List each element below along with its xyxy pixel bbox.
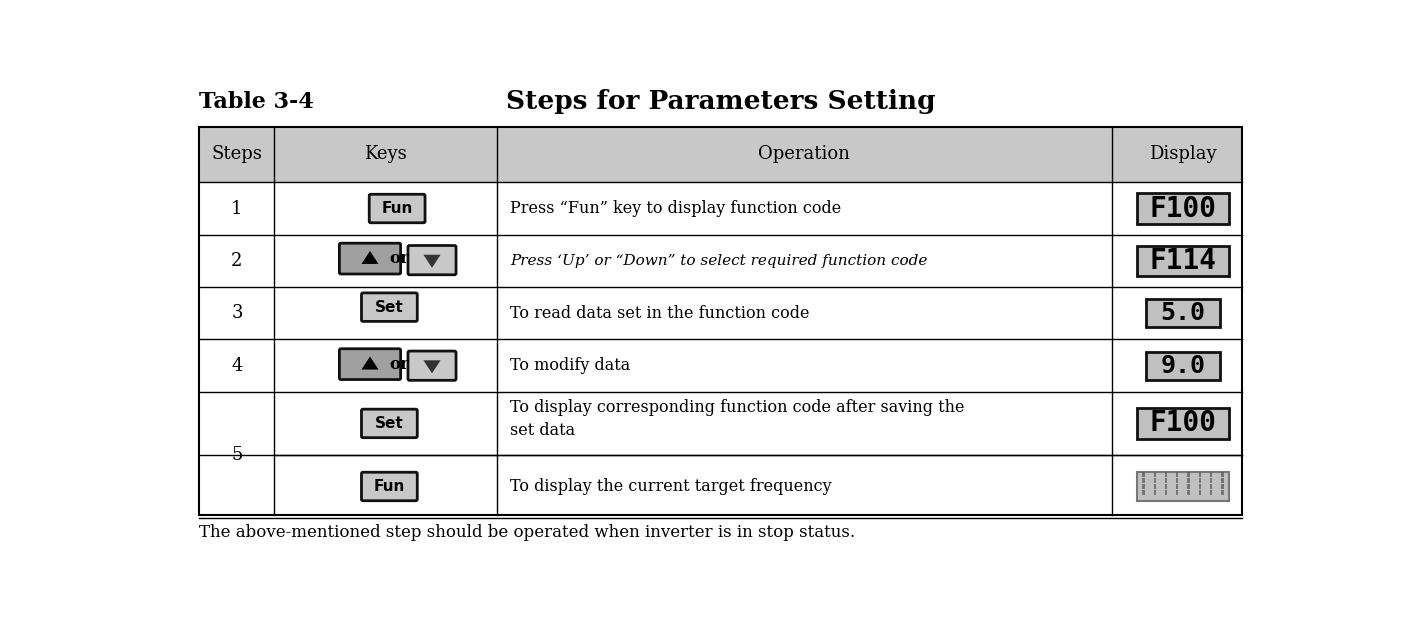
FancyBboxPatch shape [340, 243, 400, 274]
Text: Keys: Keys [364, 146, 407, 163]
Text: 1: 1 [232, 200, 243, 217]
Bar [1188, 484, 1189, 489]
Text: Press “Fun” key to display function code: Press “Fun” key to display function code [511, 200, 842, 217]
FancyBboxPatch shape [361, 293, 417, 321]
Bar [1210, 478, 1212, 483]
FancyBboxPatch shape [340, 349, 400, 379]
Bar [1177, 478, 1178, 483]
Bar [1143, 472, 1144, 477]
Text: To display the current target frequency: To display the current target frequency [511, 478, 833, 495]
FancyBboxPatch shape [369, 194, 425, 223]
Text: 9.0: 9.0 [1161, 353, 1206, 378]
Bar [1221, 490, 1224, 495]
Text: To read data set in the function code: To read data set in the function code [511, 305, 810, 322]
Bar [1199, 484, 1200, 489]
Bar [1188, 490, 1189, 495]
Text: Steps: Steps [212, 146, 263, 163]
Text: Set: Set [375, 300, 404, 314]
Bar [1221, 478, 1224, 483]
Text: 5: 5 [232, 446, 243, 464]
Bar [1188, 478, 1189, 483]
Bar [1221, 484, 1224, 489]
Polygon shape [424, 360, 441, 374]
Text: To modify data: To modify data [511, 357, 630, 374]
Text: 2: 2 [232, 252, 243, 270]
Text: F100: F100 [1150, 410, 1216, 437]
Bar [1165, 484, 1167, 489]
Bar [1154, 490, 1155, 495]
Text: Fun: Fun [382, 201, 413, 216]
Bar [1137, 408, 1228, 439]
FancyBboxPatch shape [409, 351, 456, 381]
Text: Set: Set [375, 416, 404, 431]
Text: or: or [389, 356, 410, 373]
Polygon shape [361, 251, 379, 264]
Bar [1199, 472, 1200, 477]
FancyBboxPatch shape [361, 472, 417, 501]
Bar [1154, 478, 1155, 483]
Text: 4: 4 [232, 357, 243, 375]
Text: Table 3-4: Table 3-4 [199, 91, 314, 113]
Bar [1143, 478, 1144, 483]
Text: Operation: Operation [758, 146, 849, 163]
Text: The above-mentioned step should be operated when inverter is in stop status.: The above-mentioned step should be opera… [199, 524, 855, 541]
Bar [1146, 299, 1220, 327]
Polygon shape [424, 255, 441, 268]
Bar [1210, 490, 1212, 495]
Bar [1221, 472, 1224, 477]
Bar [199, 127, 1243, 515]
Text: Fun: Fun [373, 479, 406, 494]
Bar [1165, 478, 1167, 483]
Bar [1137, 246, 1228, 277]
Bar [1177, 472, 1178, 477]
Bar [1137, 472, 1228, 501]
Bar [1154, 484, 1155, 489]
Bar [1177, 490, 1178, 495]
Bar [1165, 490, 1167, 495]
Bar [1165, 472, 1167, 477]
Text: Steps for Parameters Setting: Steps for Parameters Setting [505, 89, 935, 115]
Bar [1143, 490, 1144, 495]
Bar [1210, 484, 1212, 489]
Polygon shape [361, 357, 379, 370]
Text: 5.0: 5.0 [1161, 301, 1206, 325]
Text: Press ‘Up’ or “Down” to select required function code: Press ‘Up’ or “Down” to select required … [511, 254, 928, 268]
Bar [1146, 352, 1220, 379]
Bar [1188, 472, 1189, 477]
Bar [1199, 490, 1200, 495]
FancyBboxPatch shape [409, 246, 456, 275]
Text: F100: F100 [1150, 195, 1216, 222]
Bar [1154, 472, 1155, 477]
Bar [1210, 472, 1212, 477]
Text: 3: 3 [232, 304, 243, 323]
Bar [1177, 484, 1178, 489]
FancyBboxPatch shape [361, 409, 417, 438]
Bar [1137, 193, 1228, 224]
Bar [199, 127, 1243, 515]
Bar [1143, 484, 1144, 489]
Text: To display corresponding function code after saving the
set data: To display corresponding function code a… [511, 399, 965, 439]
Text: or: or [389, 250, 410, 267]
Text: Display: Display [1148, 146, 1217, 163]
Text: F114: F114 [1150, 247, 1216, 275]
Bar [1199, 478, 1200, 483]
Bar [199, 127, 1243, 182]
